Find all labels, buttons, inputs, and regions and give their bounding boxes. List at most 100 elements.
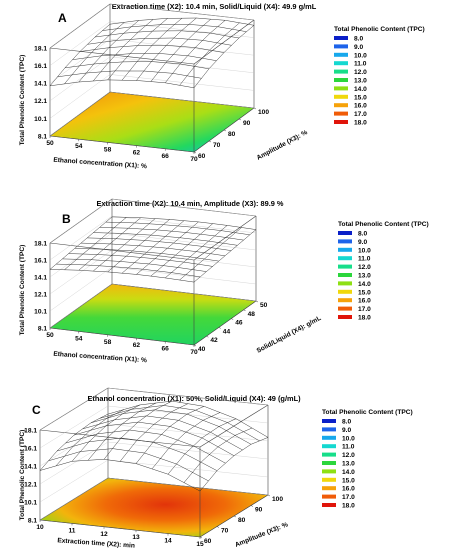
legend-value: 16.0	[342, 486, 355, 493]
panel-b: Extraction time (X2): 10.4 min, Amplitud…	[19, 198, 429, 365]
legend-swatch	[322, 419, 336, 423]
x-tick-label: 14	[164, 538, 172, 545]
side-wall-gridline	[49, 249, 113, 295]
legend-value: 16.0	[354, 103, 367, 110]
legend-value: 10.0	[358, 247, 371, 254]
y-tick-mark	[193, 344, 197, 347]
surface-grid-line	[193, 25, 255, 88]
surface-grid-line	[119, 403, 189, 462]
y-tick-mark	[238, 118, 242, 121]
surface-grid-line	[49, 79, 195, 89]
side-wall-gridline	[39, 459, 109, 503]
legend-swatch	[322, 486, 336, 491]
legend-swatch	[322, 452, 336, 457]
y-tick-mark	[218, 327, 221, 329]
y-tick-label: 60	[198, 153, 206, 160]
x-tick-label: 58	[104, 146, 112, 153]
x-tick-label: 13	[132, 534, 140, 541]
legend-value: 11.0	[342, 444, 355, 451]
side-wall-gridline	[49, 74, 111, 119]
side-wall-gridline	[49, 198, 113, 244]
panel-c-legend-title: Total Phenolic Content (TPC)	[322, 409, 413, 416]
y-tick-label: 70	[221, 528, 229, 535]
panel-a-z-label: Total Phenolic Content (TPC)	[19, 55, 26, 146]
side-wall-gridline	[49, 56, 111, 101]
panel-c-x-label: Extraction time (X2): min	[57, 537, 135, 549]
legend-value: 14.0	[354, 86, 367, 93]
legend-swatch	[334, 120, 348, 124]
panel-a: Extraction time (X2): 10.4 min, Solid/Li…	[19, 2, 425, 170]
panel-b-legend-title: Total Phenolic Content (TPC)	[338, 221, 429, 228]
y-tick-label: 44	[223, 328, 231, 335]
box-edge	[193, 300, 257, 346]
legend-value: 10.0	[342, 435, 355, 442]
x-tick-label: 62	[133, 150, 141, 157]
legend-swatch	[334, 61, 348, 66]
legend-value: 15.0	[354, 94, 367, 101]
panel-b-title: Extraction time (X2): 10.4 min, Amplitud…	[97, 199, 284, 208]
panel-c-box	[39, 387, 269, 538]
back-wall-gridline	[107, 423, 269, 442]
legend-swatch	[334, 103, 348, 108]
legend-swatch	[338, 264, 352, 269]
back-wall-gridline	[107, 459, 269, 478]
y-tick-label: 48	[248, 311, 256, 318]
surface-grid-line	[56, 263, 201, 278]
legend-swatch	[334, 94, 348, 99]
y-tick-label: 100	[272, 496, 283, 503]
legend-value: 9.0	[342, 427, 351, 434]
x-tick-label: 66	[162, 346, 170, 353]
x-tick-label: 54	[75, 335, 83, 342]
legend-value: 18.0	[358, 315, 371, 322]
y-tick-mark	[243, 309, 246, 312]
legend-swatch	[338, 273, 352, 277]
back-wall-gridline	[111, 232, 257, 251]
x-tick-label: 62	[133, 342, 141, 349]
surface-grid-line	[87, 237, 232, 251]
back-wall-gridline	[107, 477, 269, 496]
surface-grid-line	[68, 253, 213, 267]
side-wall-gridline	[49, 91, 111, 137]
x-tick-label: 58	[104, 339, 112, 346]
side-wall-gridline	[49, 283, 113, 329]
surface-grid-line	[90, 409, 252, 445]
y-tick-label: 90	[255, 507, 263, 514]
panel-a-title: Extraction time (X2): 10.4 min, Solid/Li…	[112, 2, 317, 11]
z-tick-label: 10.1	[34, 308, 47, 315]
side-wall-gridline	[49, 39, 111, 84]
surface-grid-line	[111, 216, 257, 230]
z-tick-label: 8.1	[38, 133, 47, 140]
panel-c-x-ticks: 10 11 12 13 14 15	[36, 520, 204, 548]
y-tick-mark	[206, 335, 209, 338]
z-tick-label: 14.1	[34, 274, 47, 281]
back-wall-gridline	[109, 21, 255, 38]
z-tick-label: 16.1	[24, 445, 37, 452]
legend-value: 12.0	[358, 264, 371, 271]
y-tick-mark	[199, 536, 203, 539]
legend-swatch	[334, 69, 348, 74]
surface-grid-line	[72, 53, 217, 61]
surface-grid-line	[62, 258, 207, 272]
panel-b-z-ticks: 8.1 10.1 12.1 14.1 16.1 18.1	[34, 240, 47, 332]
legend-value: 17.0	[342, 494, 355, 501]
surface-grid-line	[99, 227, 244, 241]
box-edge	[193, 19, 255, 65]
legend-value: 12.0	[342, 452, 355, 459]
legend-value: 14.0	[358, 281, 371, 288]
panel-c-y-label: Amplitude (X3): %	[234, 521, 289, 549]
panel-b-x-label: Ethanol concentration (X1): %	[53, 351, 147, 365]
surface-grid-line	[48, 448, 209, 482]
y-tick-label: 90	[243, 120, 251, 127]
panel-b-legend: 8.09.010.0 11.012.0 13.014.015.0 16.017.0 18…	[338, 231, 371, 322]
box-edge	[39, 519, 201, 538]
legend-swatch	[334, 52, 348, 57]
panel-a-x-ticks: 50 54 58 62 66 70	[46, 136, 198, 163]
y-tick-label: 80	[228, 131, 236, 138]
back-wall-gridline	[107, 387, 269, 406]
y-tick-label: 40	[198, 346, 206, 353]
surface-grid-line	[167, 418, 237, 475]
panel-b-y-ticks: 40 42 44 46 48 50	[193, 300, 268, 353]
legend-value: 9.0	[358, 239, 367, 246]
x-tick-label: 50	[46, 332, 54, 339]
